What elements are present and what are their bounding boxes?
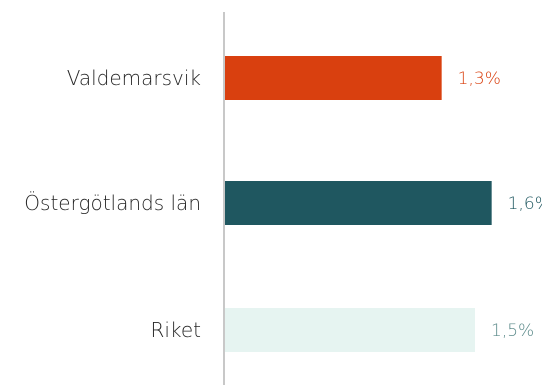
value-label-1: 1,6% xyxy=(508,194,542,214)
bar-2 xyxy=(225,308,475,352)
bars-layer: Valdemarsvik 1,3% Östergötlands län 1,6% Rik… xyxy=(24,56,542,352)
bar-1 xyxy=(225,181,492,225)
value-label-2: 1,5% xyxy=(491,321,534,341)
category-label-2: Riket xyxy=(151,318,201,342)
category-label-0: Valdemarsvik xyxy=(67,66,201,90)
bar-0 xyxy=(225,56,442,100)
category-label-1: Östergötlands län xyxy=(24,191,201,215)
value-label-0: 1,3% xyxy=(458,69,501,89)
